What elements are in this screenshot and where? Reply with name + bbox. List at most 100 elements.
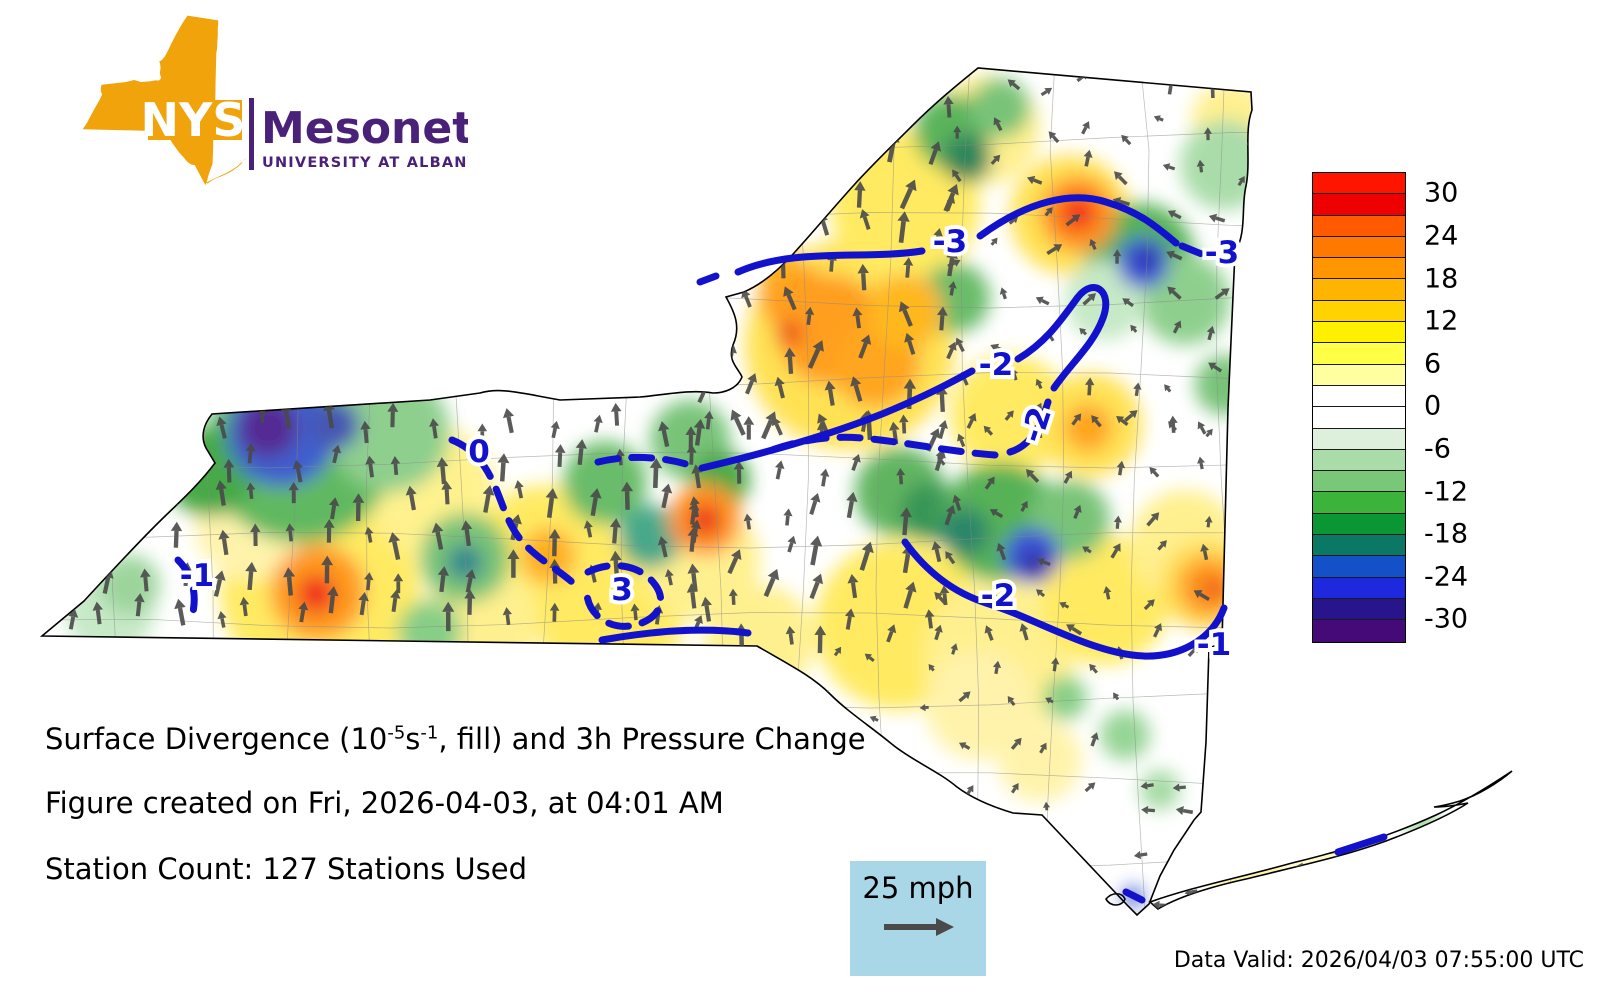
wind-arrow-head bbox=[1491, 768, 1500, 778]
wind-arrow-head bbox=[365, 455, 376, 465]
wind-arrow-head bbox=[1173, 320, 1182, 329]
wind-arrow bbox=[137, 460, 144, 478]
wind-arrow bbox=[704, 605, 712, 622]
wind-arrow-head bbox=[1225, 883, 1233, 893]
wind-arrow-head bbox=[812, 573, 823, 585]
wind-arrow-head bbox=[698, 266, 710, 277]
wind-arrow bbox=[330, 505, 337, 520]
wind-arrow-head bbox=[1007, 79, 1016, 88]
wind-arrow bbox=[1166, 387, 1172, 393]
wind-arrow-head bbox=[945, 504, 956, 515]
wind-arrow-head bbox=[730, 409, 742, 421]
wind-arrow-head bbox=[950, 75, 959, 84]
wind-arrow bbox=[705, 418, 711, 430]
colorbar-tick-label: 0 bbox=[1424, 390, 1442, 422]
colorbar-tick-label: 18 bbox=[1424, 263, 1459, 294]
wind-arrow bbox=[1425, 860, 1432, 865]
wind-arrow bbox=[1205, 432, 1211, 438]
wind-arrow-head bbox=[140, 568, 151, 578]
wind-arrow bbox=[1115, 72, 1121, 78]
wind-arrow bbox=[633, 610, 638, 621]
wind-arrow-head bbox=[657, 536, 668, 546]
wind-arrow-head bbox=[814, 136, 826, 146]
wind-arrow bbox=[903, 590, 913, 609]
wind-arrow bbox=[1245, 248, 1256, 257]
wind-arrow-head bbox=[685, 426, 697, 435]
wind-arrow-head bbox=[896, 468, 906, 476]
wind-arrow-head bbox=[693, 418, 706, 429]
wind-arrow bbox=[954, 174, 962, 183]
wind-arrow-head bbox=[782, 786, 790, 793]
divergence-blob bbox=[998, 718, 1082, 802]
wind-arrow-head bbox=[1044, 87, 1053, 95]
divergence-blob bbox=[447, 544, 483, 580]
wind-arrow bbox=[951, 648, 956, 655]
pressure-contour-line bbox=[734, 247, 926, 276]
wind-arrow-head bbox=[834, 646, 842, 654]
wind-arrow-head bbox=[1203, 127, 1212, 134]
wind-arrow-head bbox=[464, 589, 476, 599]
wind-arrow-head bbox=[1446, 817, 1455, 827]
wind-arrow bbox=[806, 314, 812, 326]
wind-arrow-head bbox=[615, 448, 625, 457]
wind-arrow bbox=[1063, 475, 1070, 484]
wind-arrow bbox=[945, 201, 953, 212]
pressure-contour-line bbox=[1334, 833, 1388, 856]
wind-arrow bbox=[1073, 510, 1080, 520]
wind-arrow-head bbox=[497, 453, 510, 464]
wind-arrow-head bbox=[852, 454, 861, 463]
wind-arrow-head bbox=[732, 182, 744, 194]
wind-arrow-head bbox=[1159, 540, 1167, 548]
wind-arrow-head bbox=[390, 589, 401, 599]
wind-arrow bbox=[963, 744, 971, 750]
wind-arrow-head bbox=[364, 526, 374, 535]
wind-arrow-head bbox=[887, 131, 900, 143]
wind-arrow bbox=[828, 389, 835, 406]
wind-arrow bbox=[242, 604, 248, 617]
wind-arrow bbox=[1033, 178, 1043, 185]
pressure-contour-label: 3 bbox=[611, 572, 633, 608]
wind-arrow-head bbox=[1133, 382, 1142, 390]
wind-arrow bbox=[1064, 603, 1070, 609]
wind-arrow bbox=[745, 151, 753, 172]
colorbar-tick-label: 24 bbox=[1424, 220, 1459, 252]
wind-arrow-head bbox=[1116, 416, 1125, 424]
wind-arrow-head bbox=[701, 596, 712, 607]
wind-arrow-head bbox=[1066, 624, 1075, 633]
wind-arrow-head bbox=[609, 550, 622, 561]
wind-arrow-head bbox=[1334, 879, 1342, 888]
wind-arrow-head bbox=[992, 154, 1001, 163]
divergence-blob bbox=[940, 507, 990, 557]
wind-arrow-head bbox=[1114, 171, 1123, 180]
wind-arrow-head bbox=[903, 378, 916, 389]
wind-arrow-head bbox=[825, 759, 834, 767]
wind-speed-legend: 25 mph bbox=[850, 861, 986, 976]
wind-arrow bbox=[846, 500, 854, 519]
wind-arrow-head bbox=[847, 574, 859, 584]
wind-arrow bbox=[946, 348, 954, 360]
wind-arrow bbox=[286, 576, 294, 596]
wind-arrow-head bbox=[548, 528, 561, 539]
wind-arrow-head bbox=[953, 125, 962, 133]
wind-arrow-head bbox=[1224, 775, 1232, 783]
pressure-contour-label: -1 bbox=[180, 558, 214, 594]
wind-arrow bbox=[1094, 419, 1102, 428]
colorbar-segment bbox=[1313, 322, 1405, 344]
wind-arrow bbox=[809, 500, 818, 515]
wind-arrow bbox=[939, 459, 946, 466]
wind-arrow bbox=[67, 463, 76, 485]
wind-arrow-head bbox=[1238, 628, 1246, 636]
wind-arrow-head bbox=[1007, 696, 1015, 704]
wind-arrow-head bbox=[744, 141, 757, 153]
wind-arrow-head bbox=[766, 759, 775, 767]
wind-arrow bbox=[1152, 628, 1160, 638]
wind-arrow-head bbox=[1010, 367, 1019, 376]
wind-arrow-head bbox=[968, 413, 977, 422]
wind-arrow-head bbox=[774, 99, 786, 109]
wind-arrow-head bbox=[1204, 515, 1213, 523]
wind-arrow bbox=[143, 576, 149, 592]
divergence-blob bbox=[1140, 770, 1180, 810]
wind-arrow bbox=[694, 427, 702, 446]
wind-arrow bbox=[613, 560, 620, 579]
